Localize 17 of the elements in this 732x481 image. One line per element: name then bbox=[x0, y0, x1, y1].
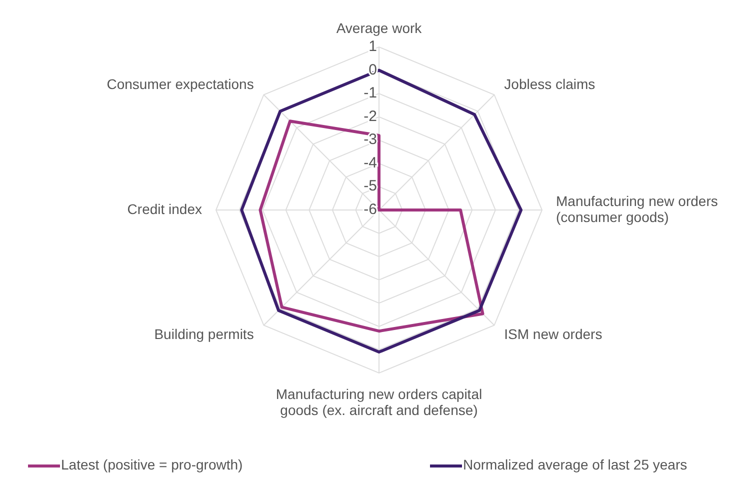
y-tick-label: -1 bbox=[364, 84, 377, 102]
y-tick-label: -4 bbox=[364, 154, 377, 172]
spoke-label: Jobless claims bbox=[504, 76, 596, 92]
spoke-label: Manufacturing new orders (consumer goods) bbox=[556, 192, 718, 225]
y-tick-label: -5 bbox=[364, 178, 377, 195]
spoke-label: Average work bbox=[336, 20, 423, 36]
spoke-label: ISM new orders bbox=[504, 326, 602, 342]
spoke-label: Building permits bbox=[154, 326, 254, 342]
legend-label: Normalized average of last 25 years bbox=[463, 456, 688, 473]
y-tick-label: 1 bbox=[368, 38, 377, 55]
spoke-label: Credit index bbox=[127, 200, 202, 217]
legend-label: Latest (positive = pro-growth) bbox=[61, 456, 243, 473]
y-tick-label: -6 bbox=[364, 200, 377, 218]
y-tick-label: -3 bbox=[364, 131, 377, 148]
y-tick-label: -2 bbox=[364, 108, 377, 125]
spoke-label: Consumer expectations bbox=[106, 76, 254, 92]
spoke-label: Manufacturing new orders capital goods (ex. aircraft and defense) bbox=[276, 386, 482, 418]
